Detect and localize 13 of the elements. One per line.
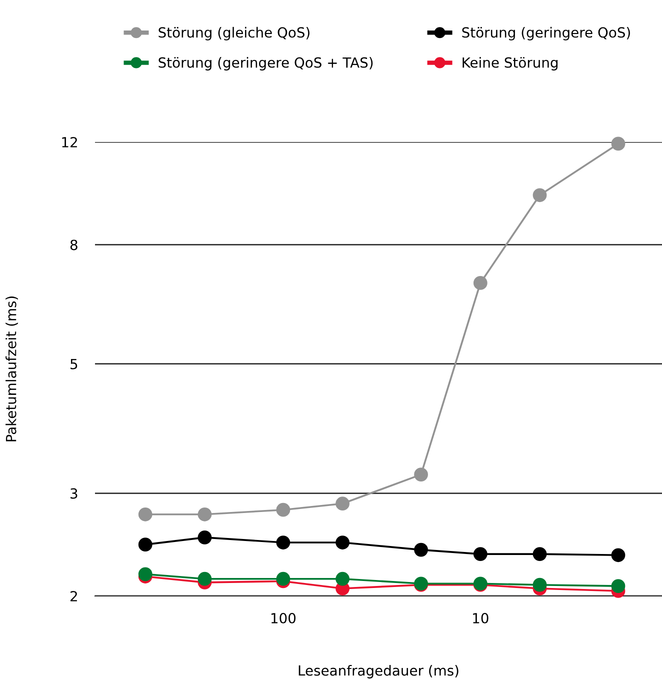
- y-tick-label: 2: [70, 590, 77, 602]
- x-tick-label: 10: [473, 612, 488, 624]
- y-axis-title: Paketumlaufzeit (ms): [6, 296, 18, 442]
- y-tick-label: 12: [62, 136, 77, 148]
- legend-label: Störung (geringere QoS): [462, 26, 630, 40]
- y-tick-label: 3: [70, 488, 78, 499]
- legend-label: Keine Störung: [462, 57, 558, 70]
- x-tick-label: 100: [271, 612, 296, 624]
- legend-label: Störung (geringere QoS + TAS): [158, 57, 373, 70]
- x-axis-title: Leseanfragedauer (ms): [298, 664, 458, 678]
- legend-label: Störung (gleiche QoS): [158, 26, 310, 40]
- y-tick-label: 8: [70, 240, 78, 250]
- y-tick-label: 5: [70, 358, 78, 370]
